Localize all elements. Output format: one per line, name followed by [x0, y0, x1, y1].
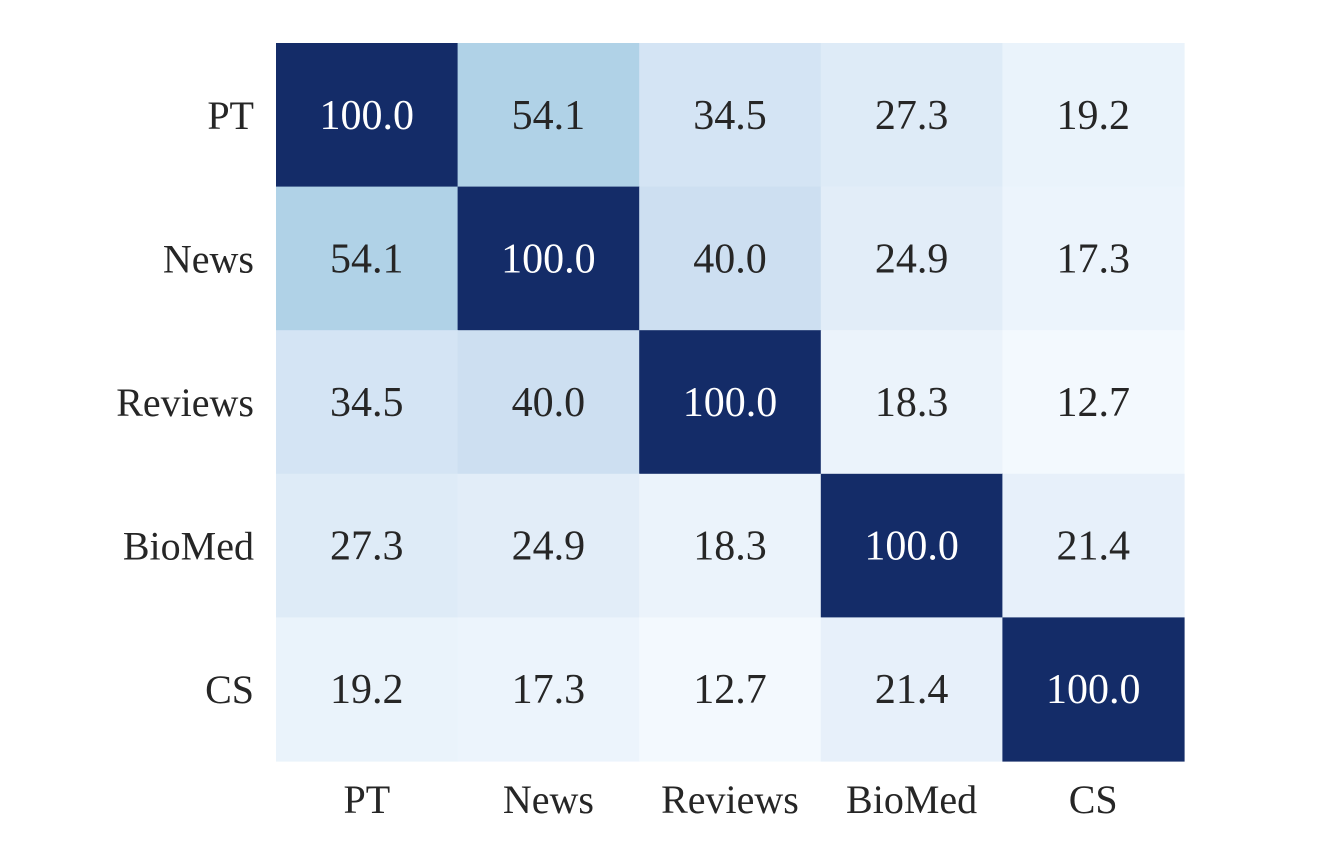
- cell-value-label: 17.3: [512, 667, 586, 713]
- cell-value-label: 19.2: [1056, 93, 1130, 139]
- cell-value-label: 19.2: [330, 667, 404, 713]
- cell-value-label: 100.0: [683, 380, 778, 426]
- cell-value-label: 18.3: [875, 380, 949, 426]
- cell-value-label: 54.1: [330, 236, 404, 282]
- cell-value-label: 40.0: [693, 236, 767, 282]
- heatmap-cell: [639, 43, 822, 188]
- heatmap-cell: [639, 330, 822, 475]
- heatmap-cell: [820, 330, 1003, 475]
- y-tick-label: Reviews: [116, 380, 254, 425]
- x-tick-label: CS: [1069, 777, 1118, 822]
- x-tick-label: Reviews: [661, 777, 799, 822]
- cell-value-label: 34.5: [693, 93, 767, 139]
- heatmap-cell: [1002, 43, 1185, 188]
- cell-value-label: 100.0: [1046, 667, 1141, 713]
- heatmap-cell: [276, 473, 459, 618]
- cell-value-label: 54.1: [512, 93, 586, 139]
- cell-value-label: 100.0: [864, 524, 959, 570]
- cell-value-label: 21.4: [875, 667, 949, 713]
- heatmap-cells: 100.0 54.1 34.5 27.3 19.2 54.1 100.0 40.0 24.9 17…: [276, 43, 1185, 762]
- heatmap-cell: [820, 43, 1003, 188]
- y-tick-label: PT: [207, 93, 254, 138]
- heatmap-cell: [820, 617, 1003, 762]
- cell-value-label: 100.0: [501, 236, 596, 282]
- cell-value-label: 12.7: [1056, 380, 1130, 426]
- x-tick-label: BioMed: [846, 777, 977, 822]
- heatmap-cell: [1002, 186, 1185, 331]
- heatmap-cell: [1002, 617, 1185, 762]
- cell-value-label: 40.0: [512, 380, 586, 426]
- heatmap-cell: [457, 186, 640, 331]
- heatmap-cell: [457, 43, 640, 188]
- heatmap-cell: [1002, 330, 1185, 475]
- heatmap-cell: [276, 617, 459, 762]
- cell-value-label: 27.3: [330, 524, 404, 570]
- cell-value-label: 12.7: [693, 667, 767, 713]
- cell-value-label: 24.9: [512, 524, 586, 570]
- heatmap-cell: [1002, 473, 1185, 618]
- heatmap-cell: [820, 186, 1003, 331]
- heatmap-cell: [639, 617, 822, 762]
- x-axis-tick-labels: PT News Reviews BioMed CS: [343, 777, 1117, 822]
- heatmap-cell: [639, 473, 822, 618]
- heatmap-cell: [457, 617, 640, 762]
- x-tick-label: News: [503, 777, 594, 822]
- y-tick-label: News: [163, 236, 254, 281]
- cell-value-label: 100.0: [320, 93, 415, 139]
- heatmap-cell: [276, 330, 459, 475]
- cell-value-label: 24.9: [875, 236, 949, 282]
- y-tick-label: CS: [205, 667, 254, 712]
- cell-value-label: 21.4: [1056, 524, 1130, 570]
- y-axis-tick-labels: PT News Reviews BioMed CS: [116, 93, 254, 712]
- cell-value-label: 18.3: [693, 524, 767, 570]
- cell-value-label: 17.3: [1056, 236, 1130, 282]
- heatmap-cell: [820, 473, 1003, 618]
- heatmap-cell: [457, 330, 640, 475]
- heatmap-cell: [276, 43, 459, 188]
- y-tick-label: BioMed: [123, 524, 254, 569]
- x-tick-label: PT: [343, 777, 390, 822]
- heatmap-cell: [276, 186, 459, 331]
- heatmap-cell: [639, 186, 822, 331]
- cell-value-label: 34.5: [330, 380, 404, 426]
- heatmap-cell: [457, 473, 640, 618]
- cell-value-label: 27.3: [875, 93, 949, 139]
